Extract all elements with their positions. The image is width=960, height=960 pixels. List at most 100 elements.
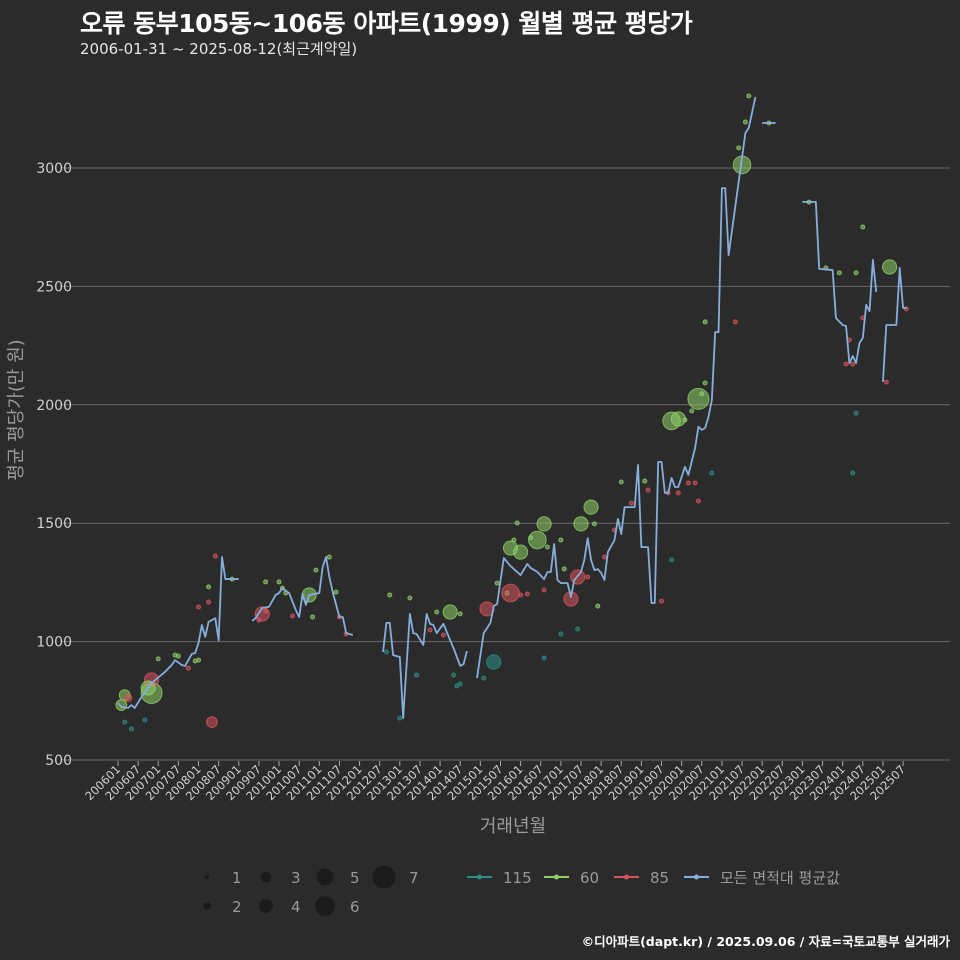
point-115 xyxy=(853,410,859,416)
point-85 xyxy=(732,319,738,325)
point-60 xyxy=(595,603,601,609)
x-axis-label: 거래년월 xyxy=(480,816,546,837)
legend-marker-115 xyxy=(477,874,482,880)
point-60 xyxy=(702,380,708,386)
point-85 xyxy=(601,554,607,560)
point-115 xyxy=(414,672,420,678)
point-60 xyxy=(276,579,282,585)
point-60 xyxy=(573,516,589,532)
y-tick-label: 2000 xyxy=(36,398,72,414)
point-85 xyxy=(212,553,218,559)
y-tick-labels: 500 1000 1500 2000 2500 3000 xyxy=(36,161,72,769)
average-line xyxy=(117,96,907,719)
legend-label-85: 85 xyxy=(650,869,669,887)
average-line-segment xyxy=(476,96,757,679)
point-85 xyxy=(685,480,691,486)
legend-size-circle xyxy=(204,874,210,880)
legend-size-circle xyxy=(203,902,211,910)
point-85 xyxy=(659,598,665,604)
point-60 xyxy=(558,537,564,543)
legend: 1 2 3 4 5 6 7 115 60 85 모든 면적대 평균값 xyxy=(203,865,840,916)
point-115 xyxy=(142,717,148,723)
point-60 xyxy=(736,145,742,151)
point-60 xyxy=(313,567,319,573)
point-60 xyxy=(689,408,695,414)
point-60 xyxy=(702,319,708,325)
legend-marker-60 xyxy=(554,874,559,880)
legend-size-label: 4 xyxy=(291,898,301,916)
legend-size-label: 1 xyxy=(232,869,242,887)
point-60 xyxy=(457,611,463,617)
point-115 xyxy=(850,470,856,476)
point-85 xyxy=(123,693,133,703)
point-115 xyxy=(128,726,134,732)
chart-subtitle: 2006-01-31 ~ 2025-08-12(최근계약일) xyxy=(80,40,358,58)
point-85 xyxy=(524,591,530,597)
point-85 xyxy=(541,587,547,593)
footer-credit: ©디아파트(dapt.kr) / 2025.09.06 / 자료=국토교통부 실… xyxy=(581,934,950,949)
point-85 xyxy=(440,632,446,638)
point-60 xyxy=(175,653,181,659)
legend-size-label: 6 xyxy=(350,898,360,916)
legend-size-label: 7 xyxy=(409,869,419,887)
legend-marker-85 xyxy=(624,874,629,880)
point-115 xyxy=(383,649,389,655)
legend-size-circle xyxy=(315,896,335,916)
y-tick-label: 2500 xyxy=(36,279,72,295)
point-60 xyxy=(687,387,710,410)
x-tick-labels: 2006012006072007012007072008012008072009… xyxy=(82,761,908,803)
point-60 xyxy=(407,595,413,601)
legend-label-avg: 모든 면적대 평균값 xyxy=(720,869,840,887)
legend-size-circle xyxy=(372,865,396,889)
point-60 xyxy=(642,478,648,484)
legend-size-circle xyxy=(260,871,272,883)
point-60 xyxy=(699,391,705,397)
legend-label-60: 60 xyxy=(580,869,599,887)
legend-label-115: 115 xyxy=(503,869,532,887)
point-115 xyxy=(122,719,128,725)
point-85 xyxy=(585,574,591,580)
average-line-segment xyxy=(882,267,907,382)
legend-marker-avg xyxy=(694,874,699,880)
point-85 xyxy=(645,487,651,493)
point-60 xyxy=(618,479,624,485)
point-60 xyxy=(860,224,866,230)
point-60 xyxy=(442,604,458,620)
point-115 xyxy=(575,626,581,632)
average-line-segment xyxy=(382,612,468,719)
point-85 xyxy=(883,379,889,385)
point-115 xyxy=(481,675,487,681)
point-85 xyxy=(206,716,218,729)
point-60 xyxy=(326,554,332,560)
point-85 xyxy=(206,599,212,605)
point-60 xyxy=(536,516,552,532)
point-60 xyxy=(528,530,547,550)
point-60 xyxy=(494,580,500,586)
point-115 xyxy=(451,672,456,678)
point-85 xyxy=(518,592,524,598)
point-85 xyxy=(263,608,269,614)
point-60 xyxy=(746,93,752,99)
point-60 xyxy=(155,656,161,662)
average-line-segment xyxy=(251,556,354,636)
point-60 xyxy=(853,270,859,276)
point-85 xyxy=(427,627,433,633)
legend-size-label: 5 xyxy=(350,869,360,887)
point-85 xyxy=(850,361,856,367)
point-115 xyxy=(457,681,463,687)
average-line-segment xyxy=(117,556,239,709)
point-115 xyxy=(541,655,547,661)
point-115 xyxy=(397,715,403,721)
point-60 xyxy=(836,270,842,276)
point-60 xyxy=(333,589,339,595)
y-tick-label: 1500 xyxy=(36,516,72,532)
point-60 xyxy=(882,259,898,275)
y-tick-label: 1000 xyxy=(36,635,72,651)
point-85 xyxy=(196,604,202,610)
legend-size-label: 2 xyxy=(232,898,242,916)
point-60 xyxy=(682,417,688,423)
point-60 xyxy=(310,614,316,620)
point-60 xyxy=(561,566,567,572)
point-60 xyxy=(206,584,212,590)
